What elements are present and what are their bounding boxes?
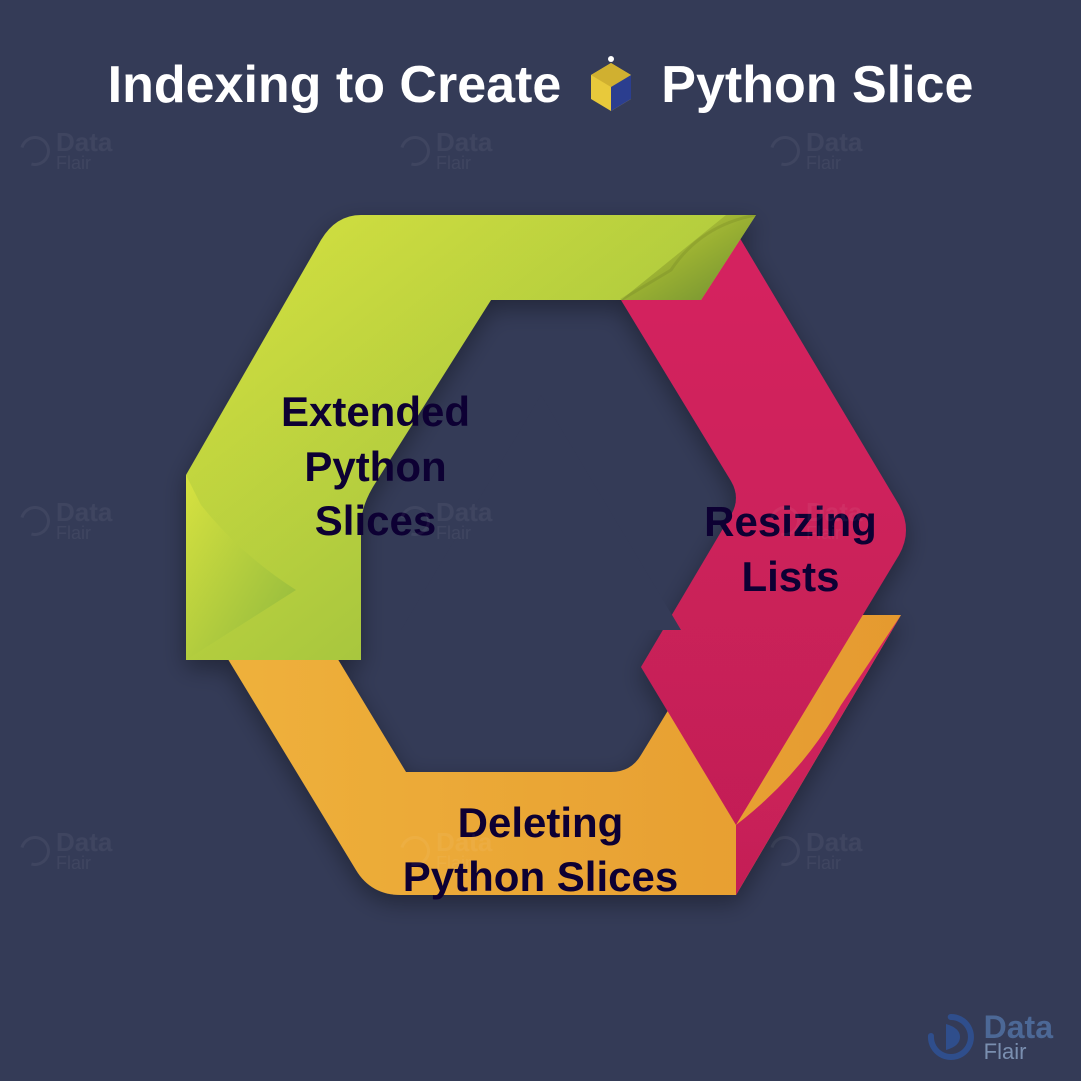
label-extended: Extended Python Slices [236,385,516,549]
label-resizing: Resizing Lists [681,495,901,604]
label-deleting: Deleting Python Slices [331,796,751,905]
title-left: Indexing to Create [108,55,562,115]
brand-text-sub: Flair [984,1042,1053,1063]
title-right: Python Slice [661,55,973,115]
triangle-ribbon-diagram: Extended Python Slices Resizing Lists De… [141,175,941,985]
page-title: Indexing to Create Python Slice [0,55,1081,115]
brand-logo: Data Flair [926,1012,1053,1063]
python-logo-icon [581,55,641,115]
brand-icon [926,1012,976,1062]
brand-text-main: Data [984,1012,1053,1042]
